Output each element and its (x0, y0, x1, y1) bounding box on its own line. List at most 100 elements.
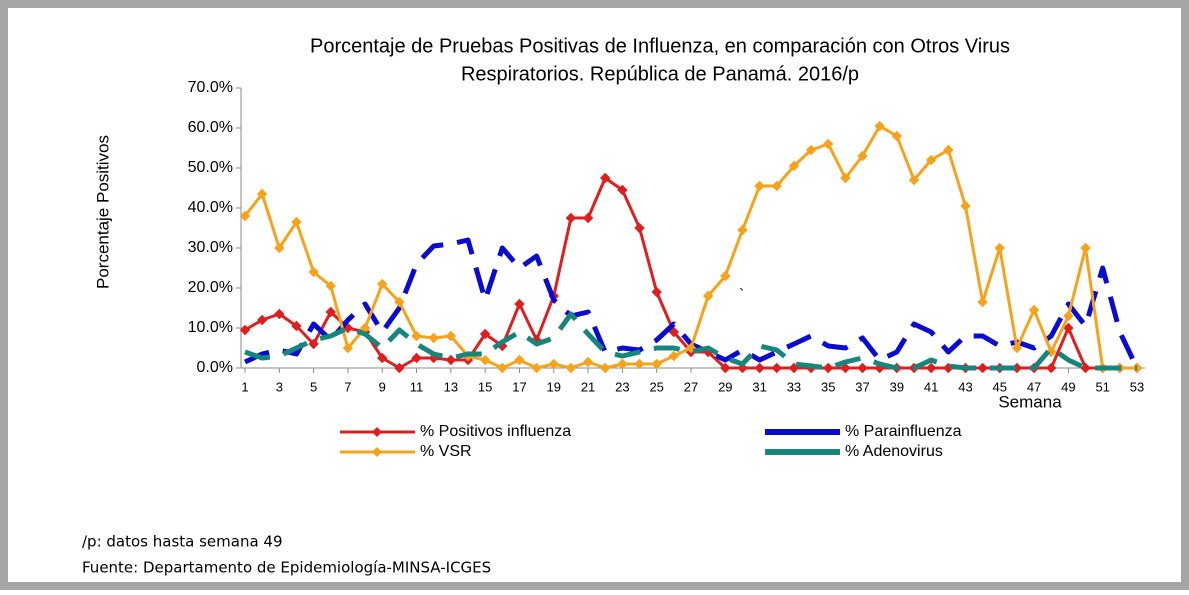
x-tick-label: 29 (718, 379, 732, 394)
data-point (600, 362, 611, 374)
data-point (754, 180, 765, 192)
data-point (840, 362, 851, 374)
data-point (771, 362, 782, 374)
data-point (668, 350, 680, 362)
x-tick-label: 27 (684, 379, 698, 394)
data-point (874, 120, 885, 132)
x-tick-label: 33 (787, 379, 801, 394)
data-point (411, 352, 422, 364)
x-tick-label: 53 (1130, 379, 1144, 394)
data-point (720, 362, 731, 374)
x-tick-label: 23 (615, 379, 629, 394)
data-point (582, 212, 594, 224)
data-point (754, 362, 765, 374)
x-tick-label: 9 (379, 379, 386, 394)
data-point (720, 270, 731, 282)
data-point (1046, 346, 1057, 358)
x-tick-label: 13 (444, 379, 458, 394)
data-point (857, 362, 868, 374)
data-point (291, 320, 302, 332)
data-point (702, 290, 714, 302)
x-tick-label: 41 (924, 379, 938, 394)
data-point (771, 180, 782, 192)
note: Fuente: Departamento de Epidemiología-MI… (82, 559, 491, 577)
chart-title: Porcentaje de Pruebas Positivas de Influ… (310, 35, 1010, 57)
data-point (857, 150, 868, 162)
x-tick-label: 21 (581, 379, 595, 394)
data-point (514, 354, 525, 366)
data-point (1063, 310, 1074, 322)
x-tick-label: 51 (1095, 379, 1109, 394)
data-point (445, 330, 457, 342)
x-tick-label: 5 (310, 379, 317, 394)
data-point (325, 280, 336, 292)
data-point (1080, 242, 1091, 254)
data-point (960, 200, 971, 212)
data-point (342, 342, 354, 354)
data-point (651, 358, 662, 370)
x-tick-label: 45 (993, 379, 1007, 394)
x-tick-label: 11 (410, 379, 424, 394)
x-tick-label: 17 (512, 379, 526, 394)
data-point (479, 328, 491, 340)
x-tick-label: 19 (547, 379, 561, 394)
data-point (394, 362, 405, 374)
data-point (1063, 322, 1074, 334)
y-tick-label: 50.0% (188, 159, 233, 176)
data-point (565, 212, 577, 224)
chart-title: Respiratorios. República de Panamá. 2016… (461, 63, 859, 85)
y-tick-label: 70.0% (188, 79, 233, 96)
x-tick-label: 47 (1027, 379, 1041, 394)
legend-marker (372, 447, 382, 457)
data-point (891, 130, 903, 142)
data-point (256, 314, 268, 326)
data-point (925, 154, 937, 166)
legend-label: % Positivos influenza (420, 423, 571, 440)
data-point (256, 188, 268, 200)
data-point (823, 362, 834, 374)
x-tick-label: 39 (890, 379, 904, 394)
x-tick-label: 35 (821, 379, 835, 394)
data-point (634, 358, 645, 370)
x-tick-label: 1 (241, 379, 248, 394)
y-tick-label: 0.0% (197, 359, 233, 376)
data-point (977, 296, 988, 308)
data-point (377, 352, 388, 364)
data-point (651, 286, 662, 298)
legend-label: % Parainfluenza (845, 423, 962, 440)
data-point (445, 354, 457, 366)
data-point (582, 356, 594, 368)
data-point (823, 138, 834, 150)
data-point (908, 174, 920, 186)
data-point (411, 330, 422, 342)
x-tick-label: 15 (478, 379, 492, 394)
data-point (565, 362, 577, 374)
data-point (531, 362, 542, 374)
data-point (617, 358, 628, 370)
data-point (308, 266, 319, 278)
x-tick-label: 3 (276, 379, 283, 394)
y-tick-label: 20.0% (188, 279, 233, 296)
data-point (943, 144, 954, 156)
data-point (548, 358, 559, 370)
data-point (805, 144, 817, 156)
data-point (239, 324, 251, 336)
y-tick-label: 30.0% (188, 239, 233, 256)
data-point (428, 332, 439, 344)
data-point (394, 296, 405, 308)
series-line (244, 311, 1137, 371)
x-tick-label: 49 (1061, 379, 1075, 394)
x-tick-label: 43 (958, 379, 972, 394)
data-point (291, 216, 302, 228)
data-point (1046, 362, 1057, 374)
note: /p: datos hasta semana 49 (82, 533, 283, 551)
legend-label: % VSR (420, 443, 472, 460)
data-point (617, 184, 628, 196)
y-axis-label: Porcentaje Positivos (93, 135, 112, 289)
annotation: ` (739, 287, 744, 304)
data-point (668, 326, 680, 338)
data-point (1080, 362, 1091, 374)
legend-marker (372, 427, 382, 437)
